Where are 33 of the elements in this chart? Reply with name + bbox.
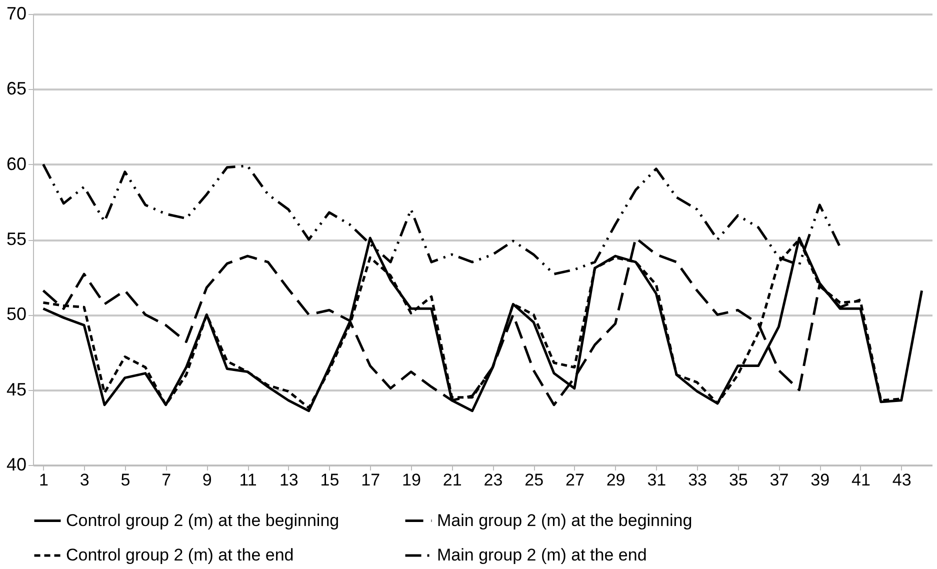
x-tick-label: 43 [892, 470, 912, 490]
y-tick-label: 55 [6, 229, 26, 249]
x-tick-label: 27 [565, 470, 584, 490]
x-tick-label: 9 [202, 470, 212, 490]
x-tick-label: 31 [647, 470, 666, 490]
x-tick-label: 17 [361, 470, 380, 490]
x-tick-label: 41 [852, 470, 870, 490]
x-tick-label: 19 [402, 470, 421, 490]
x-tick-label: 35 [728, 470, 748, 490]
legend-label: Main group 2 (m) at the beginning [437, 510, 692, 530]
x-tick-label: 33 [688, 470, 707, 490]
x-tick-label: 7 [162, 470, 172, 490]
x-tick-label: 15 [320, 470, 340, 490]
x-tick-label: 13 [279, 470, 298, 490]
y-tick-label: 45 [6, 379, 26, 400]
y-tick-label: 60 [6, 154, 26, 174]
x-tick-label: 37 [770, 470, 789, 490]
x-tick-label: 11 [239, 470, 257, 490]
x-tick-label: 5 [120, 470, 130, 490]
x-tick-label: 21 [442, 470, 462, 490]
x-tick-label: 23 [484, 470, 503, 490]
x-tick-label: 25 [524, 470, 544, 490]
x-tick-label: 3 [80, 470, 90, 490]
x-tick-label: 1 [38, 470, 48, 490]
x-tick-label: 29 [606, 470, 626, 490]
x-tick-label: 39 [810, 470, 830, 490]
legend-label: Control group 2 (m) at the beginning [66, 510, 340, 530]
y-tick-label: 40 [6, 454, 26, 474]
legend-label: Control group 2 (m) at the end [66, 546, 294, 564]
y-tick-label: 70 [6, 4, 26, 24]
y-tick-label: 65 [6, 78, 26, 99]
legend-label: Main group 2 (m) at the end [437, 546, 647, 564]
y-tick-label: 50 [6, 304, 26, 324]
